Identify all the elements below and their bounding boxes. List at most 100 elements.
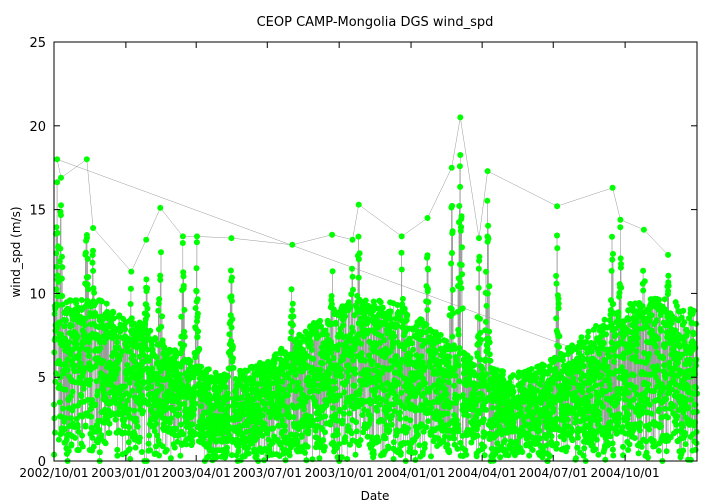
data-point	[665, 251, 672, 258]
data-point	[603, 331, 610, 338]
data-point	[476, 235, 482, 242]
data-point	[346, 398, 353, 405]
data-point	[134, 324, 141, 331]
data-point	[134, 423, 141, 430]
data-point	[194, 318, 200, 325]
data-point	[607, 433, 614, 440]
data-point	[292, 371, 299, 378]
data-point	[385, 445, 392, 452]
data-point	[71, 362, 78, 369]
data-point	[536, 435, 543, 442]
data-point	[122, 383, 129, 390]
data-point	[286, 452, 293, 459]
data-point	[184, 394, 191, 401]
data-point	[584, 333, 591, 340]
data-point	[625, 411, 632, 418]
data-point	[159, 313, 166, 320]
data-point	[356, 442, 362, 449]
data-point	[395, 379, 402, 386]
data-point	[633, 348, 640, 355]
data-point	[132, 433, 138, 440]
data-point	[682, 441, 689, 448]
data-point	[245, 450, 252, 457]
data-point	[87, 377, 94, 384]
data-point	[57, 212, 64, 219]
data-point	[65, 448, 72, 454]
data-point	[276, 406, 283, 413]
data-point	[497, 454, 504, 461]
data-point	[393, 353, 400, 360]
data-point	[110, 315, 117, 322]
data-point	[111, 384, 118, 391]
data-point	[89, 397, 96, 404]
data-point	[647, 401, 653, 408]
data-point	[482, 318, 489, 325]
data-point	[339, 417, 346, 424]
data-point	[581, 445, 588, 452]
data-point	[132, 444, 139, 451]
data-point	[101, 339, 108, 346]
data-point	[355, 274, 362, 281]
data-point	[457, 152, 464, 158]
data-point	[289, 307, 296, 314]
data-point	[550, 405, 557, 412]
data-point	[227, 267, 234, 274]
data-point	[56, 258, 63, 265]
data-point	[585, 328, 592, 335]
data-point	[210, 447, 217, 454]
data-point	[377, 340, 383, 346]
data-point	[65, 344, 72, 351]
data-point	[181, 400, 188, 407]
y-tick-label: 20	[29, 120, 46, 135]
data-point	[601, 316, 608, 323]
data-point	[478, 336, 485, 343]
data-point	[407, 352, 414, 359]
data-point	[310, 417, 316, 424]
data-point	[158, 323, 165, 330]
data-point	[277, 412, 284, 419]
data-point	[631, 435, 638, 441]
data-point	[300, 406, 307, 413]
data-point	[244, 386, 251, 393]
data-point	[437, 332, 444, 338]
data-point	[229, 274, 235, 281]
data-point	[475, 265, 482, 272]
data-point	[444, 410, 451, 417]
data-point	[375, 438, 382, 445]
data-point	[181, 333, 188, 340]
data-point	[298, 339, 305, 346]
data-point	[298, 433, 305, 440]
data-point	[407, 417, 414, 424]
data-point	[329, 405, 336, 411]
data-point	[304, 443, 311, 450]
data-point	[410, 346, 416, 353]
data-point	[226, 432, 233, 439]
data-point	[484, 168, 491, 175]
data-point	[451, 382, 458, 389]
data-point	[690, 331, 697, 338]
data-point	[404, 311, 411, 318]
data-point	[84, 281, 91, 288]
data-point	[327, 421, 334, 428]
data-point	[343, 378, 350, 385]
data-point	[180, 431, 187, 438]
data-point	[412, 449, 418, 456]
data-point	[336, 341, 343, 348]
data-point	[59, 264, 66, 271]
data-point	[573, 455, 579, 462]
data-point	[348, 291, 355, 298]
data-point	[383, 422, 390, 429]
data-point	[89, 434, 96, 441]
data-point	[228, 235, 235, 242]
data-point	[315, 388, 322, 395]
data-point	[144, 346, 151, 353]
data-point	[62, 415, 69, 422]
data-point	[127, 348, 134, 355]
data-point	[364, 320, 370, 327]
data-point	[110, 309, 117, 316]
data-point	[645, 381, 652, 388]
data-point	[59, 253, 65, 260]
data-point	[693, 320, 700, 327]
data-point	[316, 455, 323, 462]
data-point	[253, 452, 260, 459]
